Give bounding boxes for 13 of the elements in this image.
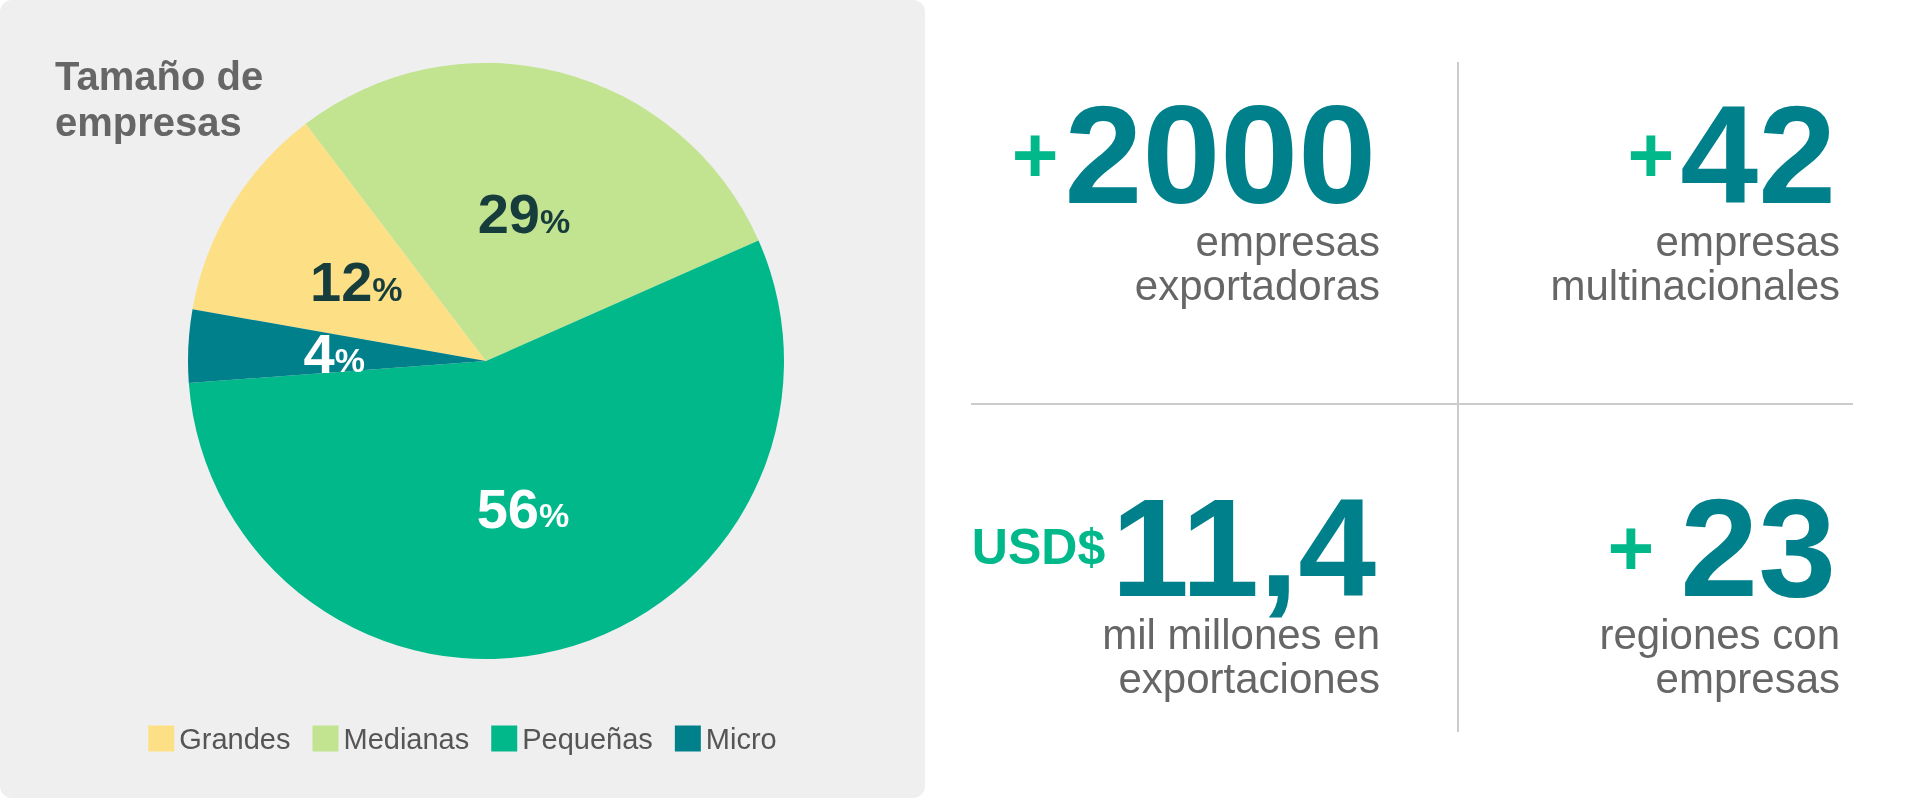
legend-label: Grandes — [179, 722, 291, 755]
text: + — [1627, 109, 1675, 199]
data-label: 56% — [476, 476, 570, 540]
text: + — [1011, 109, 1059, 199]
data-label: 4% — [303, 321, 365, 385]
text: USD$ — [971, 519, 1106, 576]
legend-label: Medianas — [343, 722, 470, 755]
legend-label: Pequeñas — [522, 722, 653, 755]
legend-label: Micro — [705, 722, 777, 755]
data-label: 29% — [477, 182, 571, 246]
text: + — [1607, 502, 1655, 592]
chart-title: Tamaño de empresas — [55, 54, 275, 144]
data-label: 12% — [309, 250, 403, 314]
